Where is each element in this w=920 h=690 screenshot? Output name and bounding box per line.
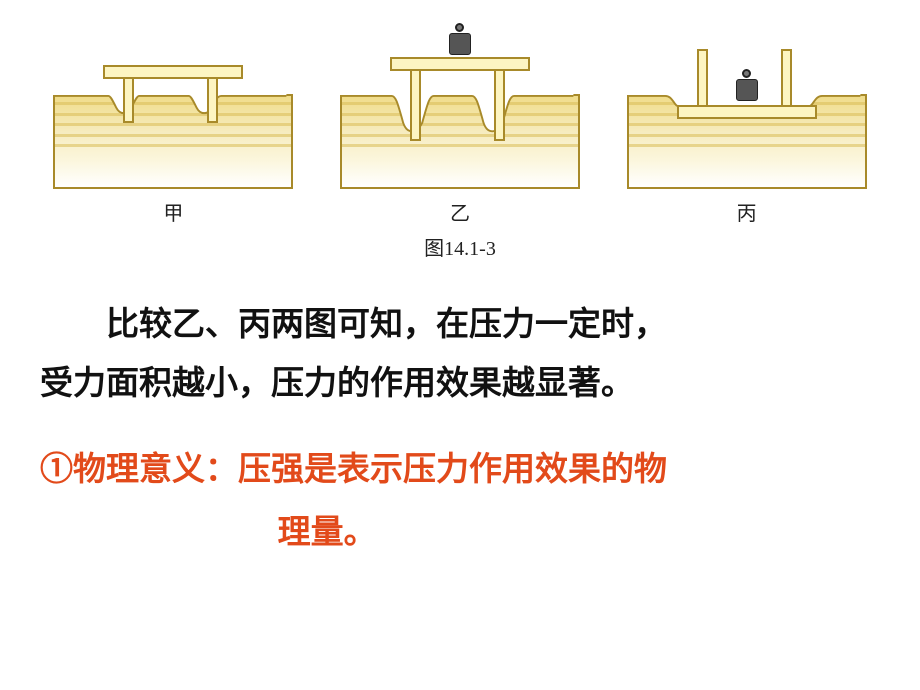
- p2-body2: 理量。: [40, 501, 880, 564]
- panel-bing: [617, 15, 877, 195]
- label-yi: 乙: [330, 197, 590, 226]
- panel-jia: [43, 15, 303, 195]
- paragraph-2: ①物理意义：压强是表示压力作用效果的物 理量。: [40, 438, 880, 563]
- body-text: 比较乙、丙两图可知，在压力一定时， 受力面积越小，压力的作用效果越显著。 ①物理…: [0, 261, 920, 564]
- weight-yi: [447, 23, 473, 55]
- label-bing: 丙: [617, 197, 877, 226]
- p2-marker: ①: [40, 450, 73, 487]
- weight-bing: [734, 69, 760, 101]
- p1-line2: 受力面积越小，压力的作用效果越显著。: [40, 364, 634, 401]
- surface-dent-yi: [340, 94, 573, 138]
- p2-head: 物理意义：: [73, 450, 238, 487]
- p2-body1: 压强是表示压力作用效果的物: [238, 450, 667, 487]
- p1-line1: 比较乙、丙两图可知，在压力一定时，: [40, 295, 880, 354]
- panel-yi: [330, 15, 590, 195]
- material-block-jia: [53, 94, 293, 189]
- material-block-yi: [340, 94, 580, 189]
- paragraph-1: 比较乙、丙两图可知，在压力一定时， 受力面积越小，压力的作用效果越显著。: [40, 295, 880, 412]
- figure-row: [0, 0, 920, 195]
- figure-caption: 图14.1-3: [0, 232, 920, 261]
- surface-dent-jia: [53, 94, 286, 138]
- label-jia: 甲: [43, 197, 303, 226]
